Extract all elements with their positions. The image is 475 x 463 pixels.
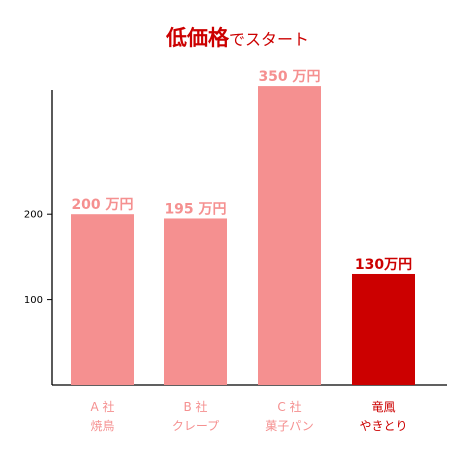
bar-value-label: 130万円 [355,257,412,273]
category-label-line2: クレープ [172,419,219,433]
y-tick-label: 100 [24,295,43,306]
chart-title: 低価格でスタート [0,22,475,52]
bar-value-label: 195 万円 [164,201,226,217]
bar [164,218,227,385]
category-label-line1: 竜鳳 [371,400,395,414]
chart-title-sub: でスタート [228,30,309,49]
category-label-line1: C 社 [277,399,301,414]
bar-value-label: 200 万円 [71,197,133,213]
bar-value-label: 350 万円 [258,69,320,85]
category-label-line2: 焼鳥 [90,418,114,433]
y-tick-label: 200 [24,210,43,221]
bar [258,86,321,385]
chart-title-main: 低価格 [165,26,229,50]
bar [71,214,134,385]
category-label-line1: A 社 [90,399,114,414]
category-label-line2: やきとり [359,419,407,433]
bar [352,273,415,385]
category-label-line2: 菓子パン [265,419,314,433]
category-label-line1: B 社 [183,399,207,414]
